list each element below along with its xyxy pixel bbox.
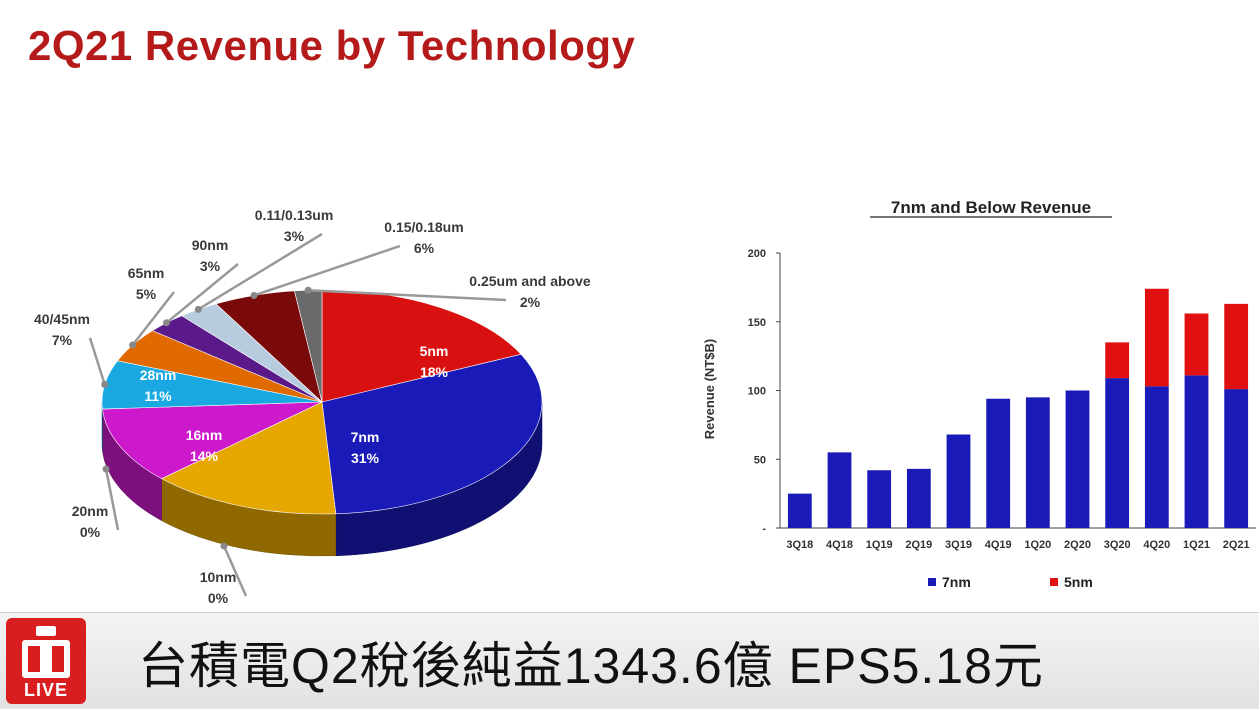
pie-pct-3: 0% [80,524,101,540]
bar-7nm-4Q19 [986,399,1010,528]
bar-chart: 7nm and Below Revenue - 50 100 150 200 3Q18 4Q… [690,185,1259,605]
pie-pct-1: 31% [351,450,380,466]
bar-7nm-2Q21 [1224,389,1248,528]
pie-label-2: 10nm [200,569,237,585]
y-tick-label: 200 [748,248,766,260]
pie-leader-dot-2 [221,543,228,550]
bar-5nm-3Q20 [1105,342,1129,378]
x-tick-label: 1Q21 [1183,539,1210,551]
x-tick-label: 2Q19 [905,539,932,551]
pie-pct-5: 11% [144,388,172,404]
bar-7nm-2Q20 [1066,391,1090,529]
bar-5nm-1Q21 [1185,314,1209,376]
slide-title: 2Q21 Revenue by Technology [28,22,635,70]
pie-label-1: 7nm [351,429,380,445]
bar-7nm-1Q19 [867,470,891,528]
bar-7nm-2Q19 [907,469,931,528]
x-tick-label: 4Q18 [826,539,853,551]
bar-7nm-1Q21 [1185,375,1209,528]
pie-leader-dot-10 [251,292,258,299]
legend-swatch-7nm [928,578,936,586]
pie-label-7: 65nm [128,265,165,281]
y-tick-label: 150 [748,317,766,329]
live-logo-text: LIVE [6,680,86,701]
legend-label-7nm: 7nm [942,574,971,590]
bar-7nm-4Q20 [1145,386,1169,528]
pie-pct-9: 3% [284,228,305,244]
pie-label-10: 0.15/0.18um [384,219,463,235]
pie-leader-dot-9 [195,306,202,313]
pie-pct-7: 5% [136,286,157,302]
pie-label-4: 16nm [186,427,223,443]
bar-7nm-3Q20 [1105,378,1129,528]
pie-leader-10 [254,246,400,295]
bar-7nm-3Q19 [947,435,971,529]
x-tick-label: 2Q21 [1223,539,1250,551]
x-tick-label: 2Q20 [1064,539,1091,551]
x-tick-label: 3Q18 [786,539,813,551]
x-tick-label: 3Q20 [1104,539,1131,551]
pie-leader-6 [90,338,105,384]
bar-7nm-1Q20 [1026,397,1050,528]
x-tick-label: 4Q20 [1143,539,1170,551]
pie-pct-2: 0% [208,590,229,606]
pie-label-0: 5nm [420,343,449,359]
pie-label-8: 90nm [192,237,229,253]
pie-label-3: 20nm [72,503,109,519]
y-tick-label: - [762,523,766,535]
x-tick-label: 1Q20 [1024,539,1051,551]
x-tick-label: 3Q19 [945,539,972,551]
pie-label-9: 0.11/0.13um [255,207,334,223]
y-axis-label: Revenue (NT$B) [702,339,717,439]
bar-bars-layer [788,289,1248,528]
pie-leader-dot-7 [129,341,136,348]
pie-label-5: 28nm [140,367,177,383]
bar-legend-layer: 7nm 5nm [928,574,1093,590]
bar-7nm-4Q18 [828,452,852,528]
pie-leader-dot-6 [101,381,108,388]
pie-pct-11: 2% [520,294,541,310]
y-tick-label: 100 [748,386,766,398]
pie-leader-dot-3 [103,466,110,473]
bar-5nm-2Q21 [1224,304,1248,389]
ticker-headline: 台積電Q2稅後純益1343.6億 EPS5.18元 [138,626,1044,698]
bar-chart-title: 7nm and Below Revenue [891,198,1091,217]
pie-pct-6: 7% [52,332,73,348]
legend-swatch-5nm [1050,578,1058,586]
pie-pct-0: 18% [420,364,449,380]
pie-label-11: 0.25um and above [469,273,591,289]
pie-label-6: 40/45nm [34,311,90,327]
y-tick-label: 50 [754,454,766,466]
x-tick-label: 4Q19 [985,539,1012,551]
pie-leader-dot-11 [305,287,312,294]
pie-pct-10: 6% [414,240,435,256]
pie-pct-4: 14% [190,448,219,464]
live-logo: LIVE [6,618,86,704]
bar-5nm-4Q20 [1145,289,1169,387]
pie-pct-8: 3% [200,258,221,274]
legend-label-5nm: 5nm [1064,574,1093,590]
pie-leader-dot-8 [163,319,170,326]
x-tick-label: 1Q19 [866,539,893,551]
pie-chart: 5nm 18% 7nm 31% 10nm 0% 20nm 0% 16nm 14% 28nm 11% 40… [0,190,680,620]
bar-7nm-3Q18 [788,494,812,528]
